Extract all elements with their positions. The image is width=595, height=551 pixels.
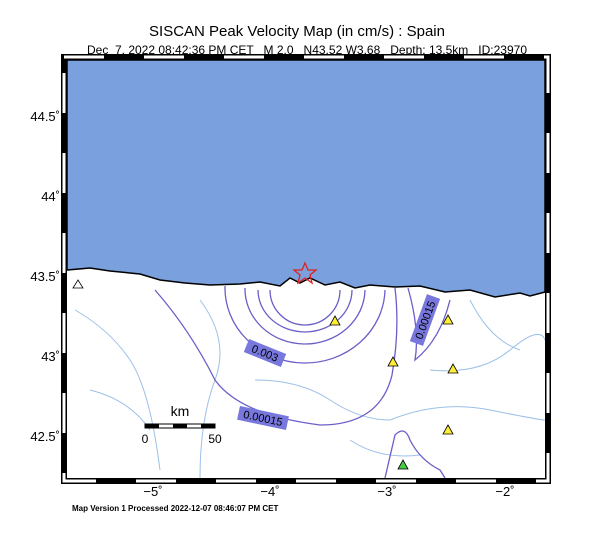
lon-label: −5˚	[143, 484, 162, 499]
station	[442, 314, 454, 325]
map-area: 0.003 0.00015 0.00015 km 0 50	[66, 59, 546, 479]
lon-label: −4˚	[260, 484, 279, 499]
footer: Map Version 1 Processed 2022-12-07 08:46…	[72, 504, 278, 513]
frame-pattern	[62, 55, 550, 483]
scale-bar-seg	[145, 424, 159, 428]
scale-start: 0	[142, 432, 149, 446]
lon-label: −2˚	[495, 484, 514, 499]
lat-label: 42.5˚	[30, 429, 60, 444]
scale-bar: km 0 50	[142, 403, 222, 446]
station	[387, 356, 399, 367]
lon-labels: −5˚ −4˚ −3˚ −2˚	[143, 484, 514, 499]
contours	[154, 285, 451, 479]
stations	[72, 279, 459, 470]
epicenter	[292, 261, 318, 285]
lat-labels: 44.5˚ 44˚ 43.5˚ 43˚ 42.5˚	[30, 109, 60, 444]
map-subtitle: Dec 7, 2022 08:42:36 PM CET M 2.0 N43.52…	[87, 43, 527, 57]
map-title: SISCAN Peak Velocity Map (in cm/s) : Spa…	[149, 23, 445, 40]
station	[442, 424, 454, 435]
station	[397, 459, 409, 470]
frame	[61, 54, 551, 484]
lat-label: 44.5˚	[30, 109, 60, 124]
scale-bar-seg	[201, 424, 215, 428]
station	[72, 279, 84, 289]
contour-label-box	[243, 339, 287, 367]
scale-end: 50	[208, 432, 222, 446]
lat-label: 43˚	[41, 349, 60, 364]
contour-label-box	[409, 294, 441, 346]
lat-label: 43.5˚	[30, 269, 60, 284]
station	[329, 315, 341, 326]
scale-unit: km	[171, 403, 190, 419]
station	[447, 363, 459, 374]
sea	[66, 59, 546, 298]
lon-label: −3˚	[377, 484, 396, 499]
contour-label-box	[237, 405, 289, 431]
scale-bar-seg	[173, 424, 187, 428]
lat-label: 44˚	[41, 189, 60, 204]
